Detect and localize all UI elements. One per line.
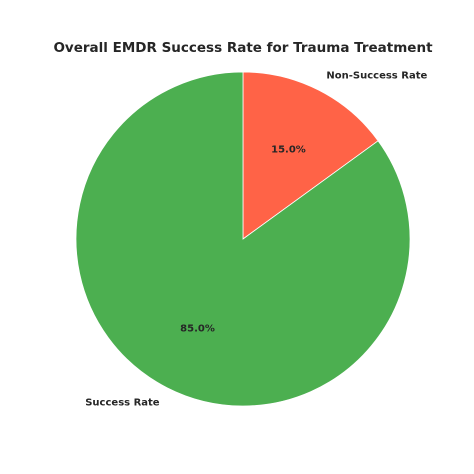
pie-percent-label: 15.0% — [271, 145, 306, 156]
pie-slice-success-rate — [75, 71, 411, 407]
pie-category-label: Non-Success Rate — [326, 70, 427, 81]
pie-slices — [75, 71, 411, 407]
pie-slice-non-success-rate — [242, 71, 379, 240]
chart-title: Overall EMDR Success Rate for Trauma Tre… — [53, 40, 433, 56]
pie-percent-label: 85.0% — [180, 323, 215, 334]
pie-category-label: Success Rate — [85, 398, 160, 409]
pie-labels: 15.0% Non-Success Rate 85.0% Success Rate — [85, 70, 427, 408]
